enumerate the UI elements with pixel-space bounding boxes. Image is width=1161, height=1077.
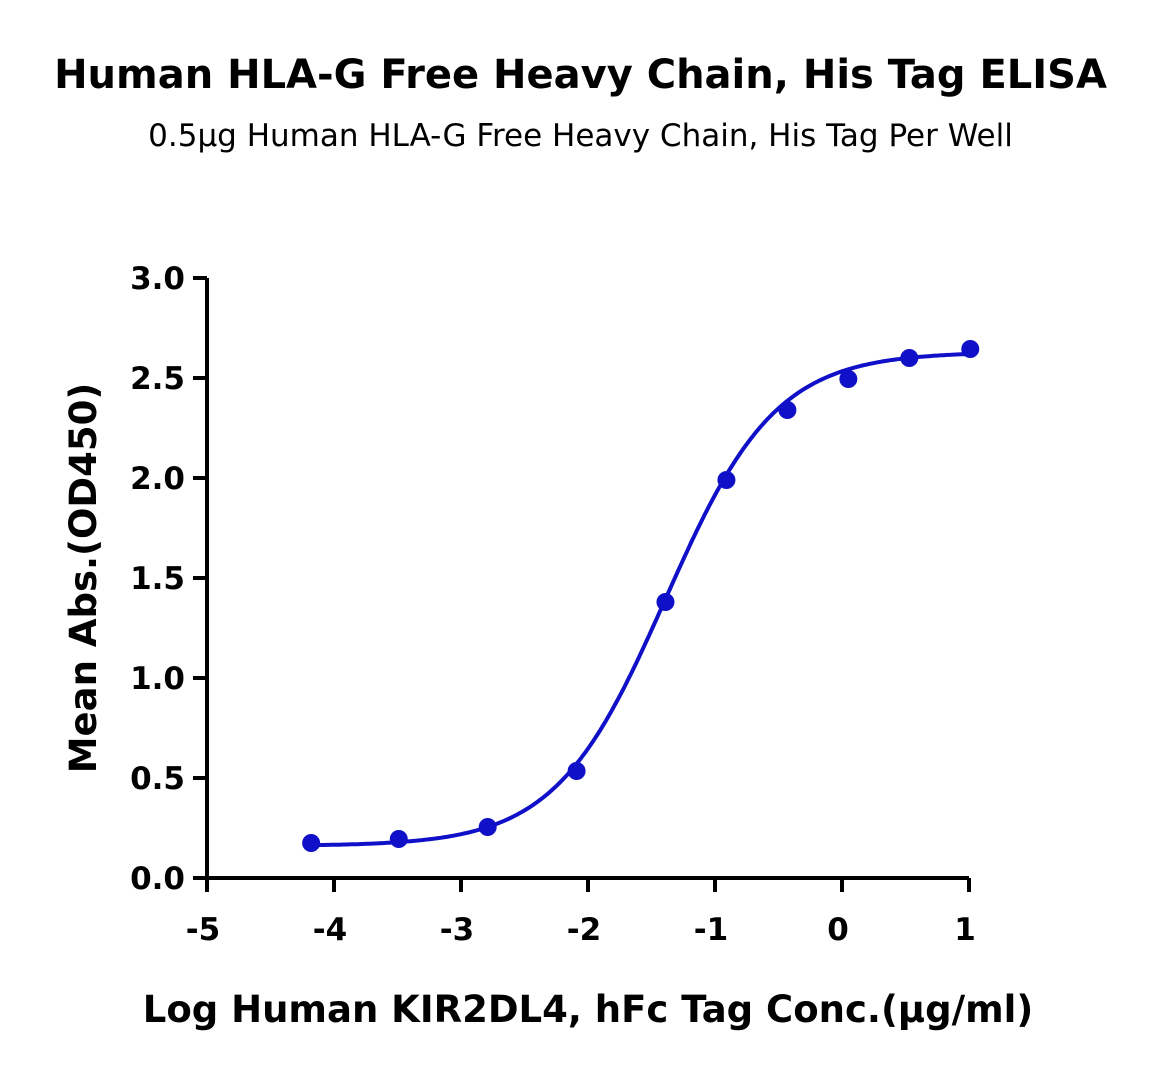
data-point [478, 818, 497, 836]
chart-title: Human HLA-G Free Heavy Chain, His Tag EL… [54, 52, 1107, 98]
data-point [389, 830, 408, 848]
data-point [656, 593, 675, 611]
fit-curve [311, 352, 970, 848]
x-tick-label: -3 [440, 912, 474, 948]
y-tick-label: 2.5 [130, 361, 185, 397]
data-point [302, 834, 321, 852]
data-point [778, 401, 797, 419]
y-axis-label: Mean Abs.(OD450) [62, 383, 105, 774]
x-axis-label: Log Human KIR2DL4, hFc Tag Conc.(μg/ml) [143, 988, 1033, 1031]
data-point [567, 762, 586, 780]
data-point [961, 340, 980, 358]
data-point [717, 471, 736, 489]
y-tick-label: 2.0 [130, 461, 185, 497]
y-tick-label: 1.0 [130, 661, 185, 697]
y-tick-label: 3.0 [130, 261, 185, 297]
x-tick-label: -4 [313, 912, 347, 948]
y-tick-label: 0.0 [130, 861, 185, 897]
x-tick-label: -2 [567, 912, 601, 948]
x-tick-label: 1 [954, 912, 976, 948]
y-tick-label: 1.5 [130, 561, 185, 597]
data-point [900, 349, 919, 367]
x-tick-label: 0 [827, 912, 849, 948]
data-point [839, 370, 858, 388]
x-tick-label: -5 [186, 912, 220, 948]
x-tick-label: -1 [694, 912, 728, 948]
chart-subtitle: 0.5μg Human HLA-G Free Heavy Chain, His … [148, 118, 1013, 154]
y-tick-label: 0.5 [130, 761, 185, 797]
